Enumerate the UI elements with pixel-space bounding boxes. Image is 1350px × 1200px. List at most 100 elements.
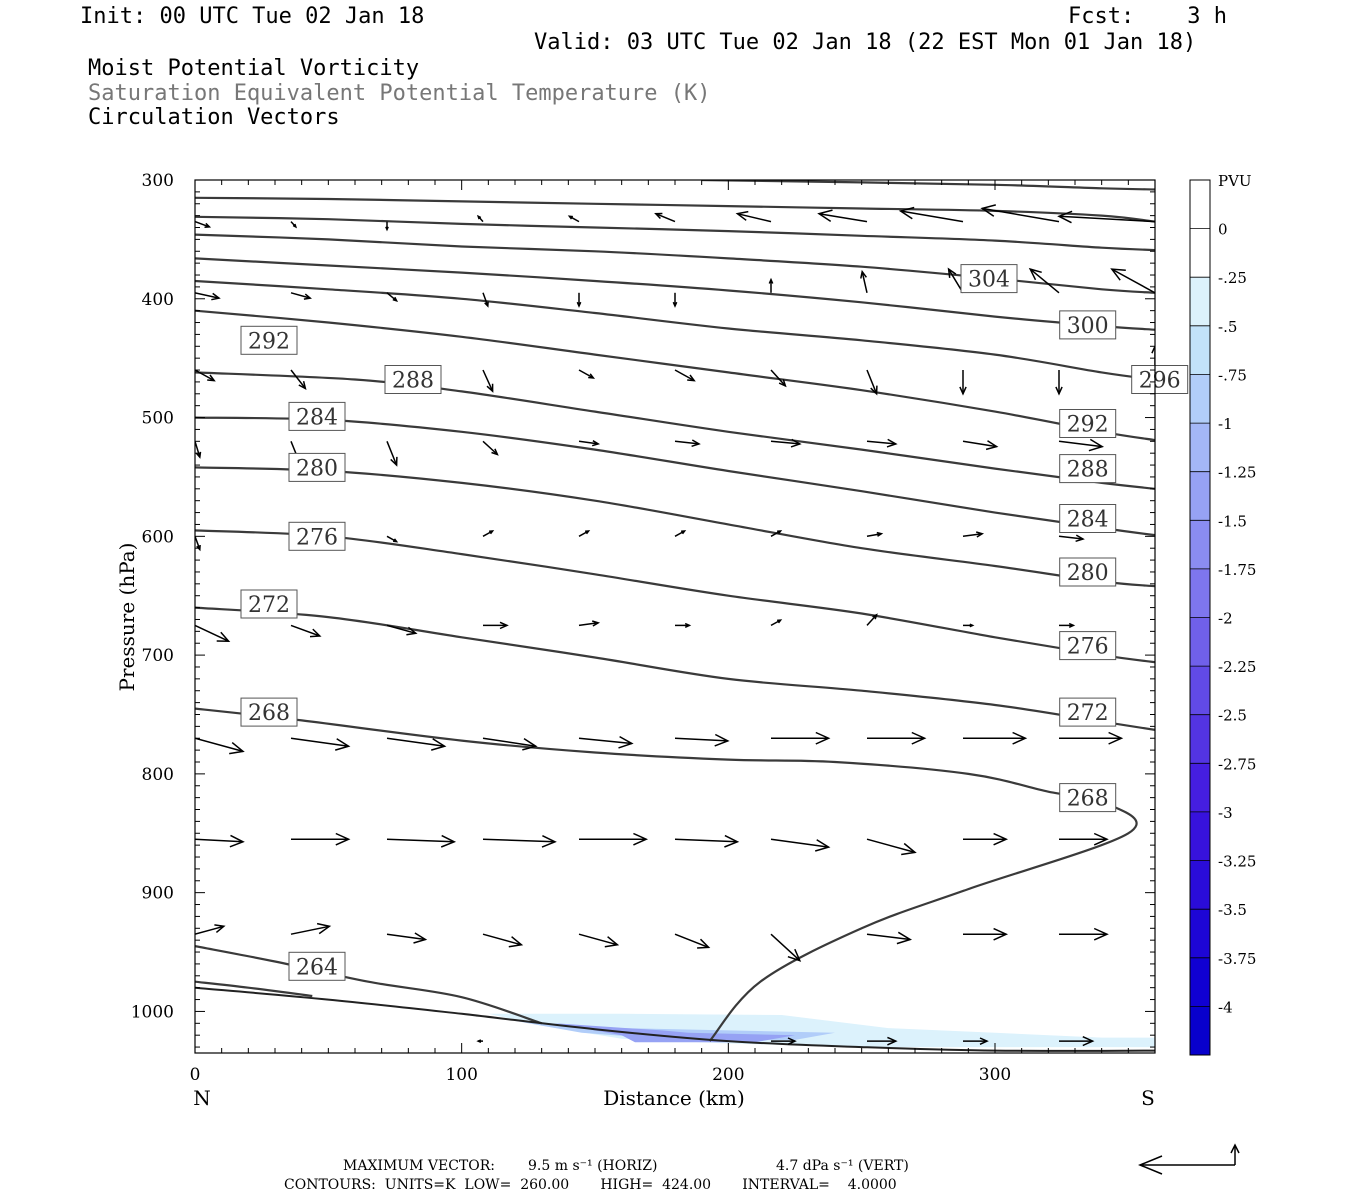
contour-label: 284 (288, 401, 346, 431)
colorbar-label: -2.25 (1218, 658, 1256, 676)
circulation-vector (817, 209, 868, 223)
circulation-vector (962, 531, 985, 538)
circulation-vector (674, 834, 740, 848)
circulation-vector (867, 1036, 898, 1046)
svg-text:288: 288 (392, 369, 434, 394)
colorbar-label: 0 (1218, 221, 1228, 239)
circulation-vector (578, 735, 634, 749)
y-axis-title: Pressure (hPa) (115, 543, 139, 692)
contour-label: 300 (1059, 310, 1117, 340)
circulation-vector (290, 922, 332, 935)
y-tick-label: 900 (142, 884, 174, 904)
colorbar-label: -1.75 (1218, 561, 1256, 579)
y-tick-label: 300 (142, 171, 174, 191)
svg-text:264: 264 (296, 955, 338, 980)
circulation-vector (290, 624, 322, 638)
contour-label: 264 (288, 951, 346, 981)
field-pv-title: Moist Potential Vorticity (88, 56, 420, 81)
theta-contour-276 (195, 529, 1155, 664)
plot-frame (194, 179, 1156, 1054)
circulation-vector (386, 441, 398, 467)
circulation-vector (770, 933, 802, 962)
field-vector-title: Circulation Vectors (88, 105, 340, 130)
circulation-vector (195, 924, 226, 935)
circulation-vector (1058, 534, 1085, 543)
theta-contour-300 (195, 257, 1155, 331)
colorbar-label: -4 (1218, 998, 1233, 1016)
field-theta-title: Saturation Equivalent Potential Temperat… (88, 81, 711, 106)
circulation-vector (768, 277, 774, 293)
circulation-vector (1059, 1036, 1095, 1047)
circulation-vector (866, 369, 878, 396)
contour-label: 272 (1059, 697, 1117, 727)
circulation-vector (1059, 731, 1124, 745)
colorbar-label: -3.5 (1218, 901, 1247, 919)
colorbar-swatch (1190, 374, 1210, 424)
circulation-vector (578, 933, 620, 948)
colorbar-swatch (1190, 423, 1210, 473)
circulation-vector (385, 221, 389, 232)
circulation-vector (1028, 267, 1060, 294)
theta-contour-288 (195, 371, 1155, 490)
ground-contour (195, 986, 1155, 1052)
y-tick-label: 400 (142, 290, 174, 310)
colorbar-swatch (1190, 180, 1210, 230)
contour-label: 268 (1059, 783, 1117, 813)
circulation-vector (195, 220, 212, 228)
circulation-vector (672, 292, 678, 308)
valid-time: Valid: 03 UTC Tue 02 Jan 18 (22 EST Mon … (534, 30, 1197, 55)
circulation-vector (195, 292, 221, 301)
circulation-vector (579, 832, 649, 846)
svg-text:268: 268 (1067, 787, 1109, 812)
circulation-vector (654, 212, 676, 223)
circulation-vector (1110, 268, 1155, 294)
colorbar-swatch (1190, 811, 1210, 861)
circulation-vector (578, 530, 591, 537)
x-end-label-south: S (1141, 1086, 1155, 1110)
circulation-vector (483, 621, 509, 630)
colorbar-label: -2 (1218, 610, 1233, 628)
circulation-vector (770, 438, 802, 448)
y-tick-label: 700 (142, 646, 174, 666)
theta-contour-312 (195, 196, 1155, 223)
circulation-vector (1059, 832, 1109, 846)
circulation-vector (386, 292, 399, 302)
svg-text:268: 268 (248, 701, 290, 726)
circulation-vector (482, 292, 489, 308)
circulation-vector (770, 530, 783, 537)
theta-contour-304 (195, 233, 1155, 294)
colorbar-label: -3 (1218, 804, 1233, 822)
circulation-vector (195, 369, 216, 382)
circulation-vector (962, 440, 999, 451)
circulation-vector (1059, 927, 1109, 941)
svg-text:288: 288 (1067, 458, 1109, 483)
circulation-vector (195, 624, 231, 642)
circulation-vector (866, 838, 917, 856)
circulation-vector (578, 369, 596, 379)
svg-text:300: 300 (1067, 314, 1109, 339)
circulation-vector (898, 206, 964, 223)
svg-text:280: 280 (1067, 561, 1109, 586)
theta-contour-268 (195, 707, 1138, 1042)
circulation-vector (770, 619, 783, 627)
circulation-vector (290, 369, 307, 390)
circulation-vector (195, 834, 245, 848)
theta-contour-316 (701, 180, 1155, 191)
circulation-vector (482, 933, 524, 948)
colorbar-swatch (1190, 763, 1210, 813)
contour-label: 272 (240, 589, 298, 619)
circulation-vector (770, 369, 787, 388)
circulation-vector (195, 441, 202, 459)
reference-vector-icon (1138, 1143, 1240, 1175)
circulation-vector (386, 737, 447, 751)
axis-ticks: 300 400 500 600 700 800 900 1000 0 100 200 300 (131, 171, 1156, 1085)
circulation-vector (963, 927, 1009, 941)
circulation-vector (959, 370, 967, 396)
circulation-vector (195, 737, 245, 755)
contour-info: CONTOURS: UNITS=K LOW= 260.00 HIGH= 424.… (284, 1177, 897, 1193)
svg-text:284: 284 (1067, 508, 1109, 533)
colorbar-swatch (1190, 325, 1210, 375)
vector-layer (195, 204, 1155, 1047)
circulation-vector (980, 204, 1060, 223)
circulation-vector (674, 369, 696, 382)
